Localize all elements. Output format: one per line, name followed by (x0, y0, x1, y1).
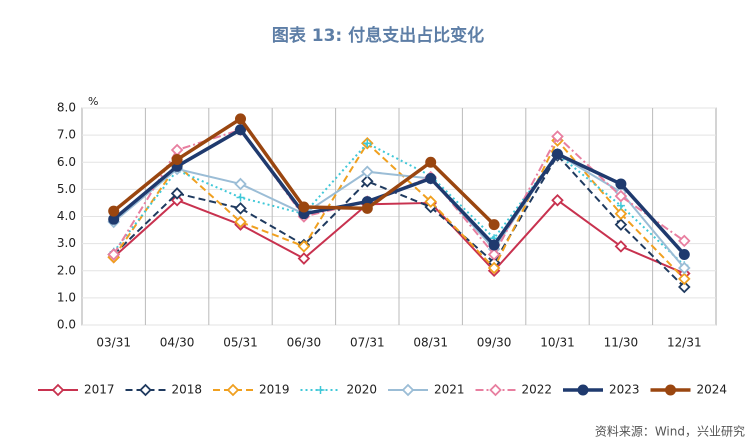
marker (170, 187, 184, 200)
marker (488, 239, 500, 251)
marker (170, 193, 184, 207)
marker (551, 193, 564, 207)
x-tick-label: 08/31 (413, 336, 448, 350)
y-tick-label: 2.0 (57, 263, 76, 277)
marker (614, 240, 628, 253)
x-tick-label: 11/30 (604, 336, 639, 350)
chart-title: 图表 13: 付息支出占比变化 (272, 25, 484, 46)
marker (297, 240, 311, 253)
marker (487, 248, 501, 261)
series-line (113, 199, 685, 275)
marker (424, 195, 437, 208)
legend-label: 2018 (172, 383, 203, 397)
marker (678, 272, 691, 286)
marker (170, 143, 184, 157)
x-tick-label: 10/31 (540, 336, 575, 350)
y-tick-label: 4.0 (57, 209, 76, 223)
marker (297, 252, 311, 265)
marker (552, 148, 563, 160)
marker (236, 193, 245, 202)
x-tick-label: 12/31 (667, 336, 702, 350)
y-tick-label: 8.0 (57, 101, 76, 115)
marker (487, 261, 501, 275)
legend-marker (401, 383, 415, 397)
marker (615, 178, 627, 190)
x-tick-label: 04/30 (160, 336, 195, 350)
marker (361, 174, 374, 188)
y-tick-label: 7.0 (57, 128, 76, 142)
marker (108, 205, 120, 217)
marker (425, 156, 437, 168)
legend-marker (316, 386, 325, 394)
marker (678, 234, 691, 248)
marker (614, 218, 628, 231)
y-tick-label: 1.0 (57, 290, 76, 304)
marker (551, 130, 564, 143)
x-tick-label: 03/31 (96, 336, 131, 350)
marker (171, 154, 183, 166)
series-line (113, 154, 686, 288)
y-tick-label: 3.0 (57, 236, 76, 250)
marker (678, 280, 691, 294)
y-unit: % (88, 95, 98, 108)
legend-label: 2019 (259, 383, 290, 397)
legend-marker (665, 384, 676, 396)
marker (363, 139, 372, 148)
y-tick-label: 6.0 (57, 155, 76, 169)
marker (298, 201, 310, 213)
series-line (112, 139, 686, 280)
legend-marker (51, 383, 65, 397)
legend-label: 2017 (84, 383, 115, 397)
legend-marker (489, 383, 502, 397)
marker (235, 124, 246, 136)
marker (616, 201, 625, 210)
marker (235, 113, 246, 125)
marker (614, 207, 628, 221)
legend-marker (577, 384, 589, 396)
legend-label: 2021 (434, 383, 465, 397)
y-tick-label: 0.0 (57, 318, 76, 332)
marker (107, 248, 120, 261)
legend-marker (226, 383, 240, 397)
y-tick-label: 5.0 (57, 182, 76, 196)
legend-label: 2022 (522, 383, 553, 397)
marker (361, 202, 373, 214)
source: 资料来源：Wind，兴业研究 (595, 424, 745, 439)
legend-marker (139, 383, 152, 397)
series-line (112, 127, 686, 256)
marker (234, 202, 247, 215)
x-tick-label: 09/30 (477, 336, 512, 350)
series-line (113, 153, 686, 269)
x-tick-label: 06/30 (287, 336, 322, 350)
x-tick-label: 07/31 (350, 336, 385, 350)
marker (361, 165, 374, 179)
marker (678, 248, 690, 260)
marker (678, 261, 691, 275)
x-tick-label: 05/31 (223, 336, 258, 350)
marker (234, 177, 247, 191)
marker (488, 219, 500, 231)
marker (425, 173, 437, 185)
legend-label: 2023 (609, 383, 640, 397)
marker (614, 189, 628, 203)
legend-label: 2020 (347, 383, 378, 397)
marker (234, 215, 247, 229)
legend-label: 2024 (697, 383, 728, 397)
